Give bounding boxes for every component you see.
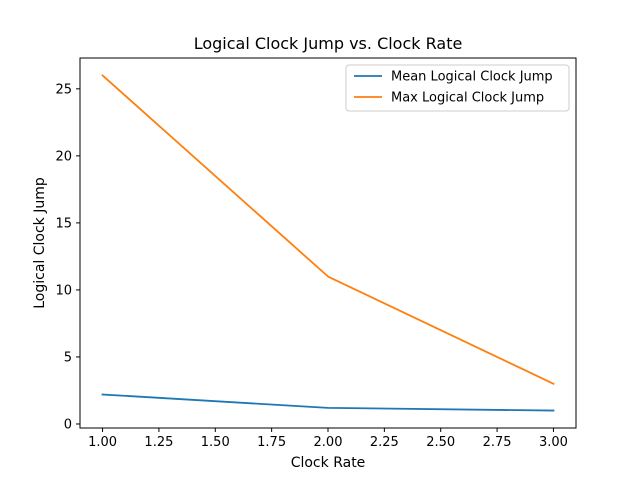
x-tick-label: 1.00 — [88, 435, 117, 450]
legend: Mean Logical Clock Jump Max Logical Clock… — [345, 64, 570, 112]
x-tick-label: 1.25 — [144, 435, 173, 450]
series-line-max — [101, 74, 555, 385]
x-tick-label: 2.50 — [426, 435, 455, 450]
y-tick-label: 5 — [64, 350, 72, 365]
x-tick-label: 1.50 — [201, 435, 230, 450]
x-axis-label: Clock Rate — [291, 455, 366, 471]
x-tick-label: 3.00 — [539, 435, 568, 450]
x-axis-ticks: 1.00 1.25 1.50 1.75 2.00 2.25 2.50 2.75 3.00 — [88, 428, 568, 450]
y-tick-label: 25 — [55, 82, 72, 97]
series-line-mean — [101, 393, 555, 412]
legend-label: Max Logical Clock Jump — [391, 91, 544, 106]
x-tick-label: 1.75 — [257, 435, 286, 450]
y-axis-ticks: 0 5 10 15 20 25 — [55, 82, 80, 432]
y-axis-label: Logical Clock Jump — [32, 177, 48, 309]
y-tick-label: 0 — [64, 417, 72, 432]
plot-frame — [79, 57, 577, 429]
legend-box — [345, 64, 570, 112]
chart-title: Logical Clock Jump vs. Clock Rate — [194, 34, 463, 53]
y-tick-label: 15 — [55, 216, 72, 231]
y-tick-label: 20 — [55, 149, 72, 164]
series-layer — [101, 74, 555, 412]
x-tick-label: 2.00 — [314, 435, 343, 450]
x-tick-label: 2.75 — [483, 435, 512, 450]
legend-label: Mean Logical Clock Jump — [391, 70, 553, 85]
x-tick-label: 2.25 — [370, 435, 399, 450]
y-tick-label: 10 — [55, 283, 72, 298]
